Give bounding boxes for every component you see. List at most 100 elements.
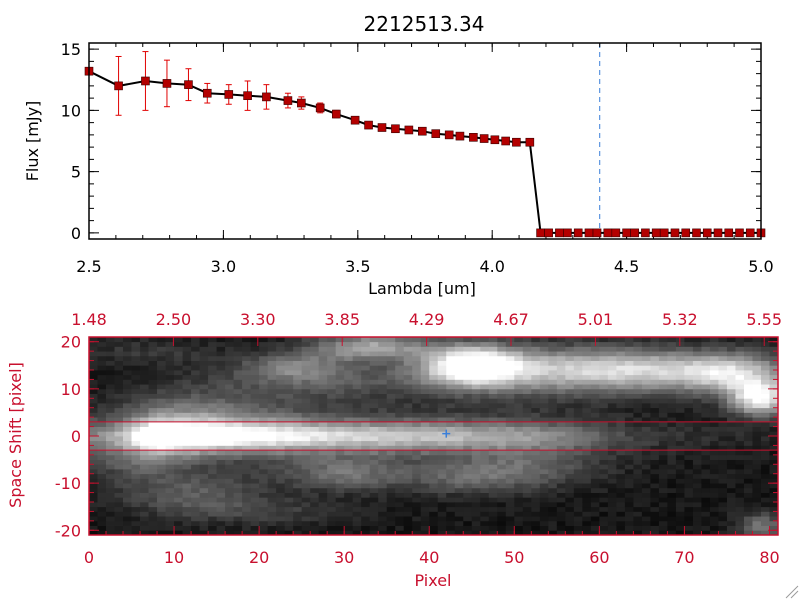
image-cell	[199, 530, 209, 536]
image-cell	[505, 379, 515, 385]
image-cell	[191, 450, 200, 456]
image-cell	[692, 487, 702, 493]
image-cell	[446, 506, 456, 512]
image-cell	[140, 436, 149, 442]
image-cell	[335, 431, 345, 437]
image-cell	[633, 454, 643, 460]
image-cell	[522, 379, 532, 385]
image-cell	[420, 506, 430, 512]
image-cell	[624, 417, 634, 423]
image-cell	[157, 341, 166, 347]
image-cell	[760, 393, 770, 399]
image-cell	[301, 492, 311, 498]
image-cell	[140, 520, 149, 526]
image-cell	[259, 384, 269, 390]
image-cell	[480, 459, 490, 465]
image-cell	[191, 393, 200, 399]
image-cell	[157, 520, 166, 526]
image-cell	[514, 492, 524, 498]
data-point	[114, 81, 123, 91]
image-cell	[395, 511, 405, 517]
image-cell	[140, 374, 149, 380]
image-cell	[514, 341, 524, 347]
image-cell	[752, 351, 762, 357]
image-cell	[259, 511, 269, 517]
image-cell	[284, 360, 294, 366]
image-cell	[174, 454, 183, 460]
image-cell	[463, 464, 473, 470]
image-cell	[531, 516, 541, 522]
image-cell	[616, 360, 626, 366]
image-cell	[174, 355, 183, 361]
image-cell	[701, 341, 711, 347]
image-cell	[497, 511, 507, 517]
image-cell	[412, 393, 422, 399]
image-cell	[641, 492, 651, 498]
image-cell	[403, 360, 413, 366]
image-cell	[284, 384, 294, 390]
image-cell	[420, 440, 430, 446]
image-cell	[293, 337, 303, 343]
source-marker	[442, 429, 451, 438]
image-cell	[590, 412, 600, 418]
image-cell	[199, 450, 209, 456]
image-cell	[250, 511, 260, 517]
image-cell	[590, 464, 600, 470]
image-cell	[463, 337, 473, 343]
image-cell	[454, 379, 464, 385]
image-cell	[454, 436, 464, 442]
image-cell	[344, 445, 354, 451]
image-cell	[709, 454, 719, 460]
image-cell	[463, 469, 473, 475]
image-cell	[250, 421, 260, 427]
image-cell	[480, 436, 490, 442]
image-cell	[531, 346, 541, 352]
image-cell	[718, 525, 728, 531]
image-cell	[582, 440, 592, 446]
image-cell	[157, 492, 166, 498]
image-cell	[233, 412, 243, 418]
image-cell	[743, 450, 753, 456]
image-cell	[233, 388, 243, 394]
image-cell	[233, 360, 243, 366]
image-cell	[191, 516, 200, 522]
image-cell	[301, 412, 311, 418]
image-cell	[769, 341, 779, 347]
image-cell	[89, 365, 98, 371]
image-cell	[335, 384, 345, 390]
image-cell	[633, 337, 643, 343]
image-cell	[735, 436, 745, 442]
image-cell	[726, 483, 736, 489]
image-cell	[165, 454, 175, 460]
pixel-tick-label: 0	[84, 548, 94, 567]
image-cell	[420, 365, 430, 371]
image-cell	[412, 530, 422, 536]
image-cell	[548, 525, 558, 531]
image-cell	[650, 379, 660, 385]
image-cell	[522, 454, 532, 460]
image-cell	[514, 511, 524, 517]
image-cell	[250, 454, 260, 460]
image-cell	[233, 464, 243, 470]
image-cell	[488, 351, 498, 357]
image-cell	[565, 379, 575, 385]
image-cell	[301, 403, 311, 409]
image-cell	[216, 374, 226, 380]
image-cell	[420, 374, 430, 380]
image-cell	[199, 469, 209, 475]
image-cell	[123, 379, 132, 385]
image-cell	[114, 492, 124, 498]
image-cell	[131, 464, 141, 470]
image-cell	[301, 417, 311, 423]
image-cell	[174, 351, 183, 357]
image-cell	[182, 520, 192, 526]
image-cell	[208, 502, 217, 508]
image-cell	[89, 525, 98, 531]
image-cell	[208, 412, 217, 418]
image-cell	[335, 487, 345, 493]
image-cell	[140, 454, 149, 460]
image-cell	[692, 421, 702, 427]
image-cell	[131, 469, 141, 475]
image-cell	[165, 403, 175, 409]
data-point	[745, 228, 755, 238]
